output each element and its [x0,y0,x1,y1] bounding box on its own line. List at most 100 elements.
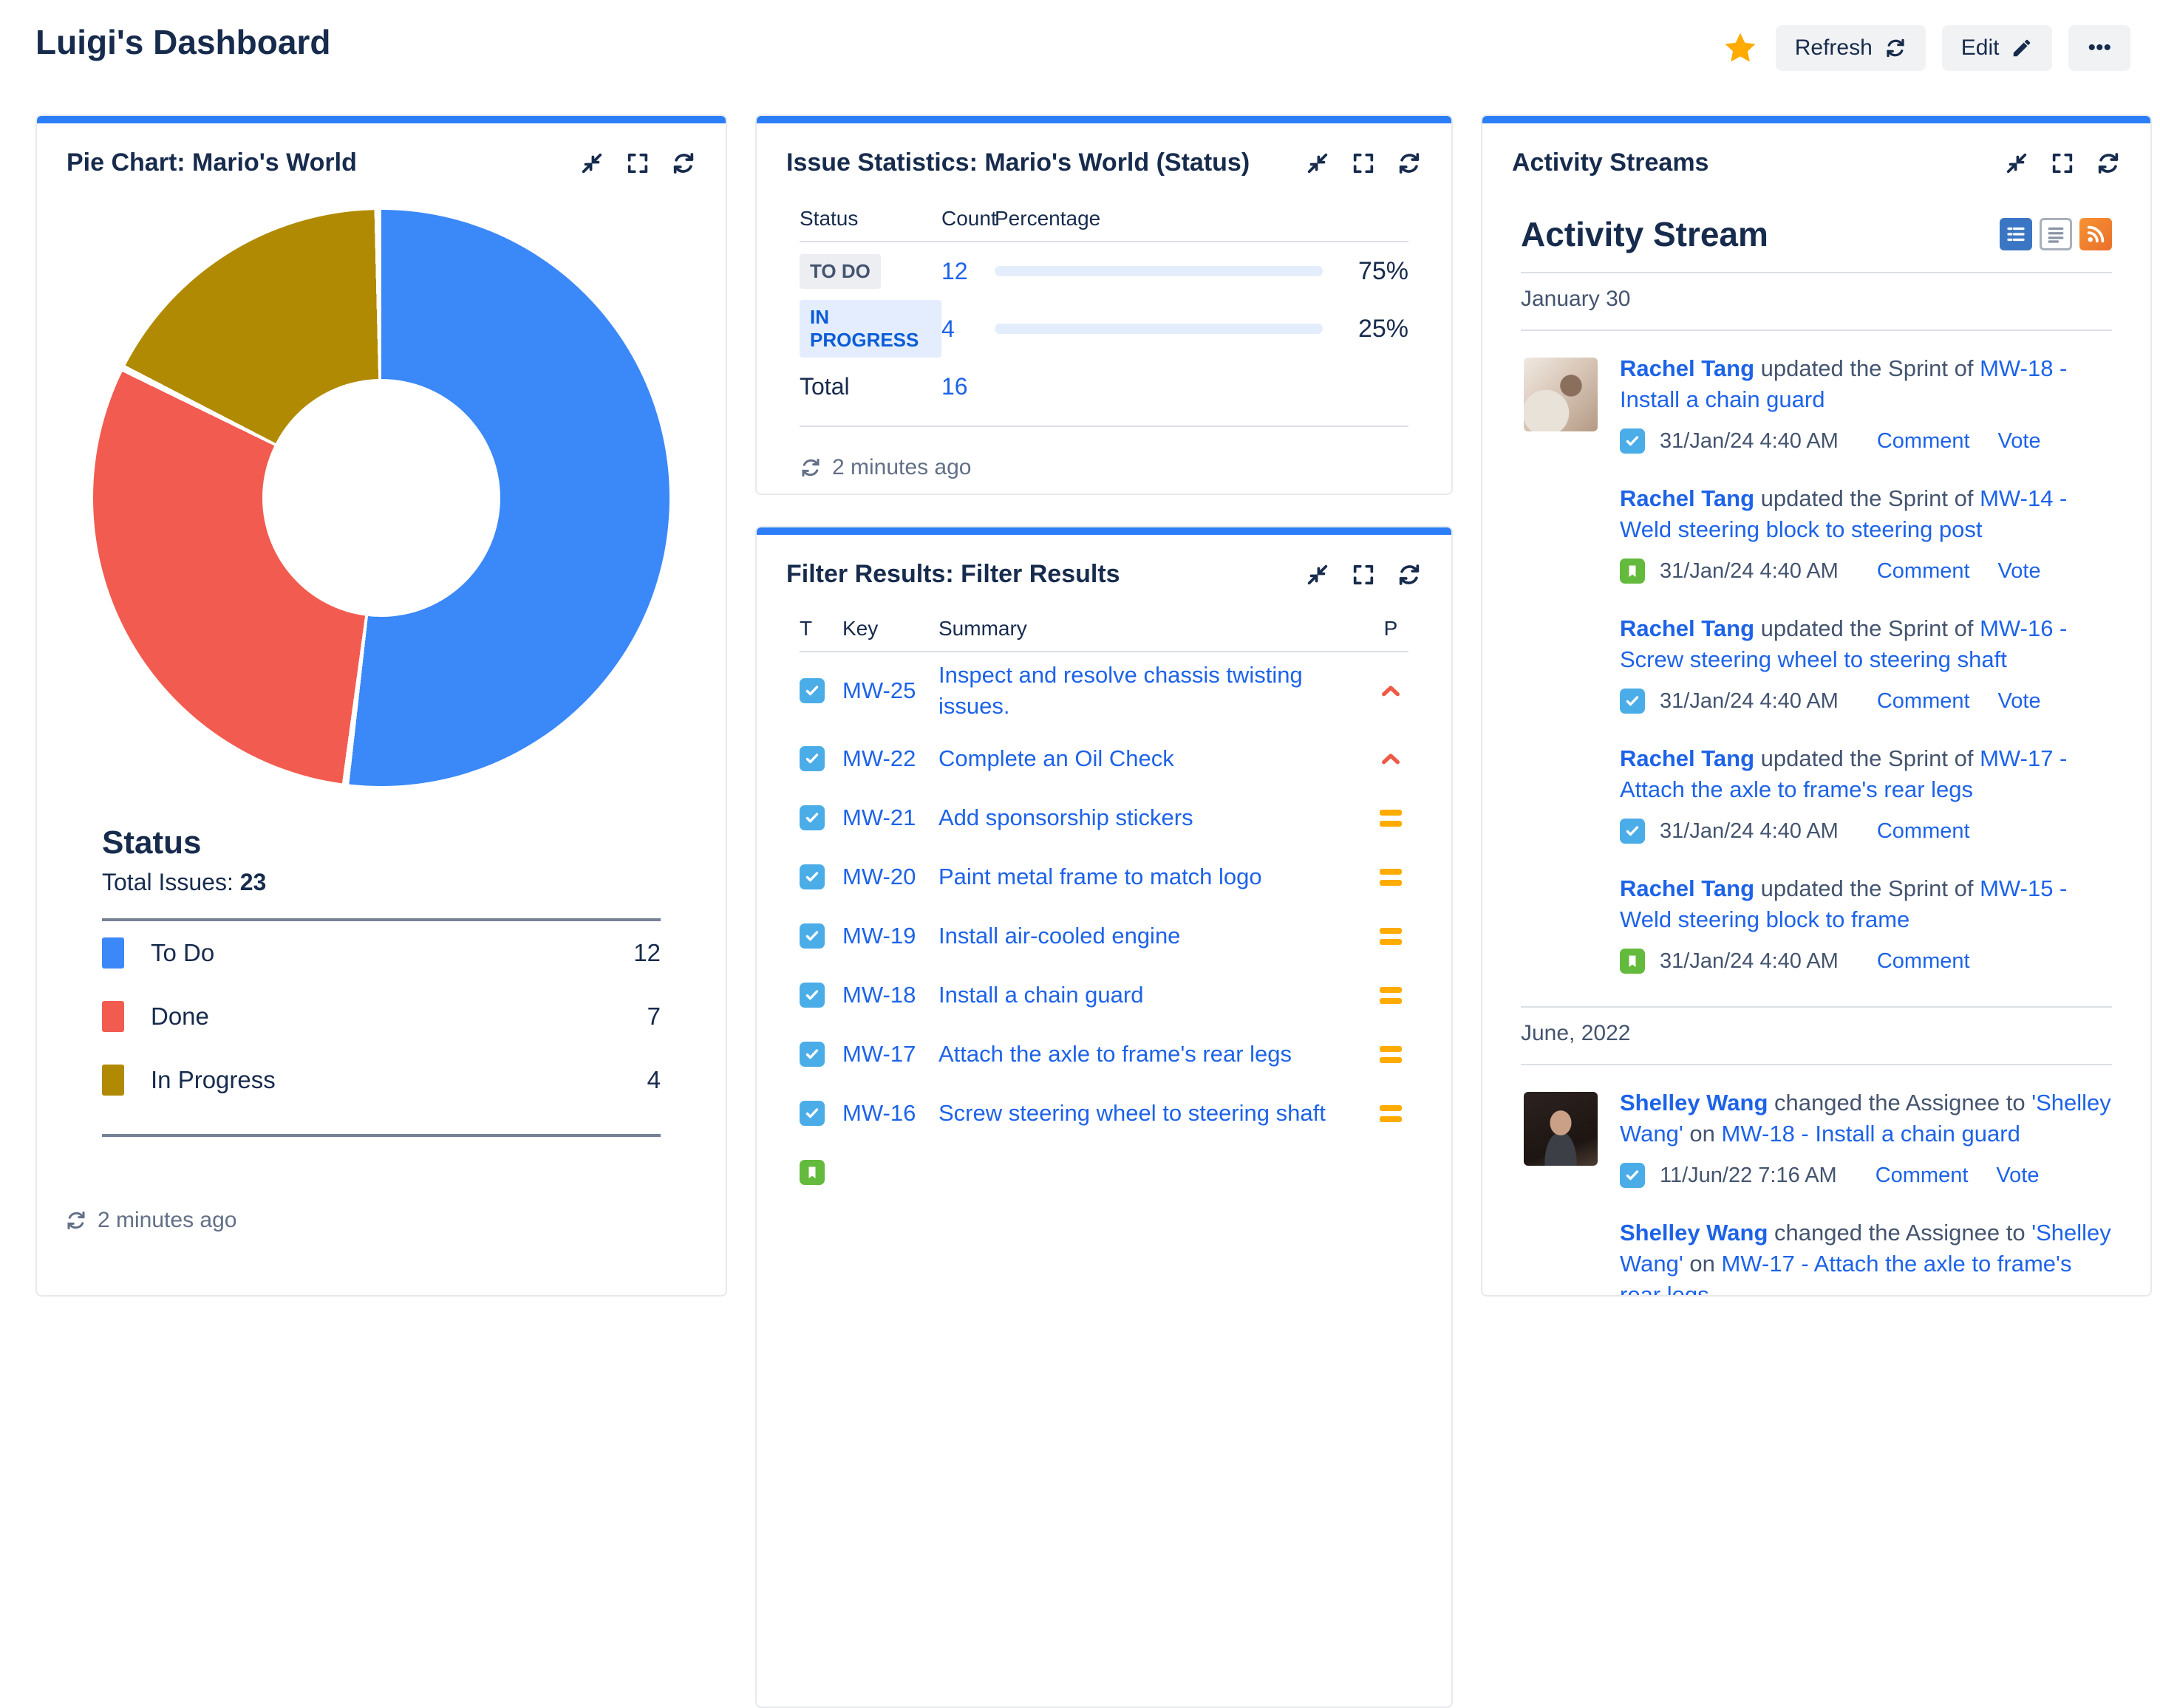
status-badge: TO DO [800,253,881,289]
story-icon [1620,558,1645,584]
table-row[interactable]: MW-22 Complete an Oil Check [800,729,1408,788]
issue-key-link[interactable]: MW-18 [842,982,916,1008]
refresh-icon[interactable] [1397,562,1422,587]
issue-summary-link[interactable]: Screw steering wheel to steering shaft [938,1100,1326,1126]
collapse-icon[interactable] [1305,151,1330,176]
date-heading: January 30 [1521,287,1631,311]
maximize-icon[interactable] [2050,151,2075,176]
user-link[interactable]: Shelley Wang [1620,1090,1768,1116]
action-text: on [1689,1251,1715,1277]
more-button[interactable]: ••• [2068,25,2130,71]
count-link[interactable]: 4 [941,315,955,342]
user-link[interactable]: Rachel Tang [1620,875,1755,901]
issue-key-link[interactable]: MW-20 [842,864,916,889]
activity-entry: Shelley Wang changed the Assignee to 'Sh… [1521,1087,2112,1195]
comment-link[interactable]: Comment [1876,689,1970,713]
vote-link[interactable]: Vote [1997,558,2041,583]
action-text: updated the Sprint of [1760,875,1974,901]
pie-chart-gadget: Pie Chart: Mario's World Status Total Is… [35,115,727,1297]
collapse-icon[interactable] [1305,562,1330,587]
issue-summary-link[interactable]: Inspect and resolve chassis twisting iss… [938,662,1303,719]
total-count-link[interactable]: 16 [941,372,968,400]
section-divider [1521,272,2112,273]
refresh-button[interactable]: Refresh [1775,25,1926,71]
issue-link[interactable]: MW-18 - Install a chain guard [1721,1121,2020,1147]
issue-summary-link[interactable]: Paint metal frame to match logo [938,864,1262,889]
issue-key-link[interactable]: MW-25 [842,677,916,703]
issue-link[interactable]: MW-14 - Weld steering block to steering … [1620,485,2068,542]
issue-key-link[interactable]: MW-19 [842,923,916,949]
comment-link[interactable]: Comment [1876,819,1970,843]
task-icon [1620,1163,1645,1188]
issue-link[interactable]: MW-18 - Install a chain guard [1620,355,2068,412]
table-row[interactable]: MW-16 Screw steering wheel to steering s… [800,1084,1408,1143]
vote-link[interactable]: Vote [1997,428,2041,453]
avatar[interactable] [1524,358,1598,431]
comment-link[interactable]: Comment [1876,949,1970,973]
issue-key-link[interactable]: MW-16 [842,1100,916,1126]
comment-link[interactable]: Comment [1876,428,1970,453]
legend-item[interactable]: To Do 12 [102,921,661,985]
collapse-icon[interactable] [2004,151,2029,176]
issue-key-link[interactable]: MW-22 [842,745,916,771]
user-link[interactable]: Shelley Wang [1620,1220,1768,1246]
refresh-icon[interactable] [2096,151,2121,176]
collapse-icon[interactable] [579,151,604,176]
table-row[interactable]: MW-17 Attach the axle to frame's rear le… [800,1025,1408,1084]
legend-swatch-todo [102,937,124,969]
compact-view-icon[interactable] [2000,218,2032,250]
gadget-title: Activity Streams [1512,148,1709,177]
legend-item[interactable]: In Progress 4 [102,1048,661,1112]
avatar[interactable] [1524,1092,1598,1166]
list-view-icon[interactable] [2040,218,2072,250]
table-row[interactable]: MW-21 Add sponsorship stickers [800,788,1408,847]
maximize-icon[interactable] [1351,562,1376,587]
user-link[interactable]: Rachel Tang [1620,615,1755,641]
status-badge: IN PROGRESS [800,300,941,358]
issue-link[interactable]: MW-15 - Weld steering block to frame [1620,875,2068,932]
issue-summary-link[interactable]: Install a chain guard [938,982,1144,1008]
vote-link[interactable]: Vote [1997,689,2041,713]
table-row[interactable]: MW-20 Paint metal frame to match logo [800,847,1408,906]
issue-link[interactable]: MW-16 - Screw steering wheel to steering… [1620,615,2068,672]
refresh-icon[interactable] [1397,151,1422,176]
issue-summary-link[interactable]: Install air-cooled engine [938,923,1181,949]
maximize-icon[interactable] [1351,151,1376,176]
refresh-icon[interactable] [671,151,696,176]
legend-item[interactable]: Done 7 [102,985,661,1048]
issue-link[interactable]: MW-17 - Attach the axle to frame's rear … [1620,745,2068,802]
donut-chart[interactable] [93,210,670,786]
section-divider [1521,1064,2112,1065]
gadget-title: Issue Statistics: Mario's World (Status) [786,148,1250,177]
edit-button[interactable]: Edit [1941,25,2053,71]
issue-summary-link[interactable]: Complete an Oil Check [938,745,1174,771]
assignee-link[interactable]: 'Shelley Wang' [1620,1090,2111,1147]
rss-icon[interactable] [2079,218,2112,250]
task-icon [800,678,825,703]
stats-row: IN PROGRESS 4 25% [800,300,1408,358]
table-row[interactable]: MW-18 Install a chain guard [800,966,1408,1025]
column-percentage: Percentage [995,207,1101,230]
issue-summary-link[interactable]: Attach the axle to frame's rear legs [938,1041,1292,1067]
table-divider [800,426,1408,427]
user-link[interactable]: Rachel Tang [1620,355,1755,381]
activity-entry: Rachel Tang updated the Sprint of MW-18 … [1521,353,2112,461]
comment-link[interactable]: Comment [1876,558,1970,583]
activity-entry: Rachel Tang updated the Sprint of MW-17 … [1521,743,2112,851]
issue-key-link[interactable]: MW-21 [842,805,916,830]
issue-link[interactable]: MW-17 - Attach the axle to frame's rear … [1620,1251,2072,1297]
user-link[interactable]: Rachel Tang [1620,485,1755,511]
count-link[interactable]: 12 [941,257,968,284]
issue-key-link[interactable]: MW-17 [842,1041,916,1067]
table-row[interactable]: MW-25 Inspect and resolve chassis twisti… [800,652,1408,729]
priority-medium-icon [1373,986,1408,1004]
action-text: on [1689,1121,1715,1147]
comment-link[interactable]: Comment [1875,1163,1969,1187]
issue-summary-link[interactable]: Add sponsorship stickers [938,805,1193,830]
user-link[interactable]: Rachel Tang [1620,745,1755,771]
table-row[interactable]: MW-19 Install air-cooled engine [800,906,1408,966]
favorite-star-icon[interactable] [1721,29,1759,67]
vote-link[interactable]: Vote [1996,1163,2040,1187]
maximize-icon[interactable] [625,151,650,176]
table-row-partial[interactable] [800,1143,1408,1202]
